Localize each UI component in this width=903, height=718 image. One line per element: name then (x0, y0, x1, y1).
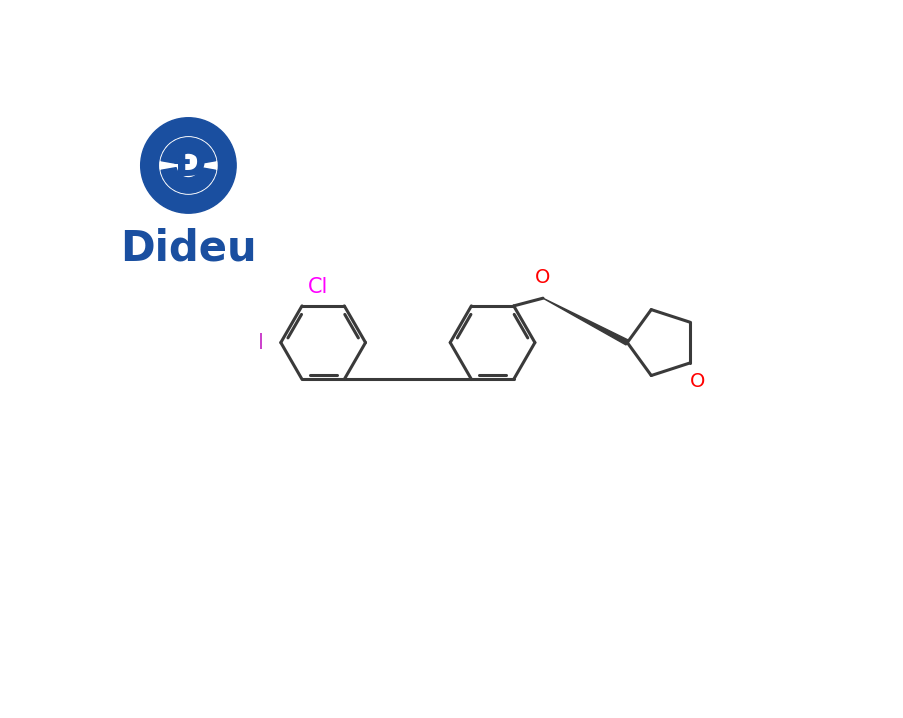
Circle shape (160, 137, 217, 194)
Polygon shape (543, 298, 628, 345)
Wedge shape (161, 167, 216, 193)
Circle shape (141, 118, 236, 213)
Wedge shape (161, 138, 216, 163)
Text: O: O (535, 269, 550, 287)
Text: Cl: Cl (308, 276, 328, 297)
Text: I: I (257, 332, 264, 353)
Text: O: O (689, 372, 704, 391)
Text: Ð: Ð (173, 146, 206, 185)
Text: Dideu: Dideu (120, 227, 256, 269)
